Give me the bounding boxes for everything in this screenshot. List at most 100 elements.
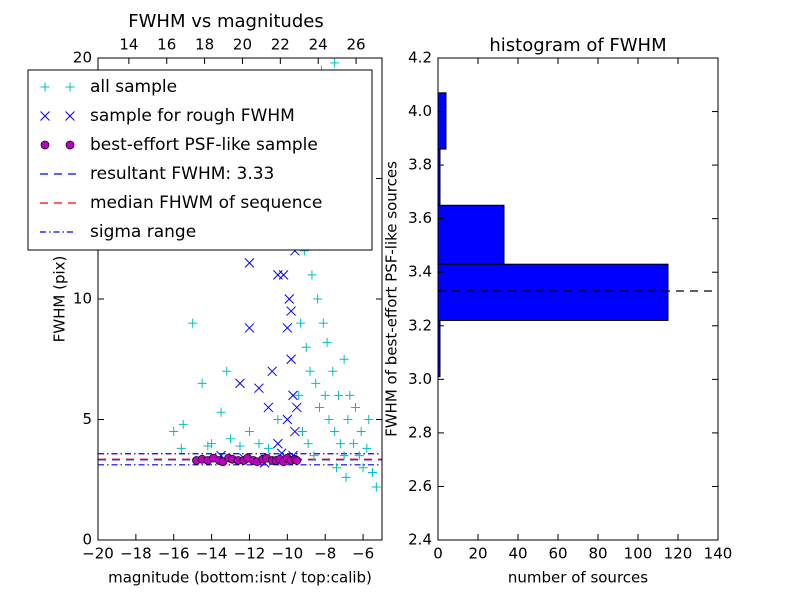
point — [303, 439, 313, 449]
x2-tick-label: 24 — [309, 36, 328, 54]
point — [335, 439, 345, 449]
point — [322, 337, 332, 347]
axes-frame — [437, 57, 719, 541]
y-tick-label: 2.8 — [408, 423, 432, 441]
point — [332, 463, 342, 473]
x-tick-label: 80 — [588, 545, 607, 563]
point — [244, 257, 255, 268]
point — [350, 402, 360, 412]
chart-title: FWHM vs magnitudes — [128, 11, 323, 32]
point — [345, 390, 355, 400]
point — [339, 451, 349, 461]
point — [203, 441, 213, 451]
legend-label: median FHWM of sequence — [90, 193, 322, 213]
data-layer — [438, 92, 669, 378]
point — [313, 294, 323, 304]
point — [328, 366, 338, 376]
point — [282, 414, 293, 425]
point — [330, 58, 340, 68]
x2-tick-label: 16 — [157, 36, 176, 54]
point — [333, 390, 343, 400]
point — [297, 427, 307, 437]
point — [273, 415, 283, 424]
y-tick-label: 3.0 — [408, 370, 432, 388]
y-tick-label: 10 — [73, 290, 92, 308]
legend-label: resultant FWHM: 3.33 — [90, 164, 274, 184]
bar — [438, 263, 669, 321]
point — [341, 472, 351, 482]
point — [286, 306, 296, 316]
point — [339, 354, 349, 364]
x2-tick-label: 18 — [195, 36, 214, 54]
point — [263, 443, 273, 453]
point — [273, 438, 283, 449]
point — [40, 111, 50, 121]
point — [254, 439, 264, 449]
legend: all sample sample for rough FWHM best-effo… — [27, 69, 373, 251]
bar — [438, 92, 447, 150]
legend-box — [27, 69, 373, 251]
x2-tick-label: 26 — [347, 36, 366, 54]
point — [356, 427, 366, 437]
point — [216, 407, 226, 417]
point — [288, 390, 298, 401]
point — [263, 402, 274, 413]
x-axis-label: number of sources — [508, 569, 648, 587]
point — [178, 419, 188, 429]
y-tick-label: 3.2 — [408, 316, 432, 334]
point — [40, 140, 50, 150]
point — [290, 426, 300, 437]
point — [235, 378, 245, 389]
point — [354, 451, 364, 461]
point — [294, 390, 304, 400]
point — [318, 318, 328, 328]
point — [40, 82, 50, 92]
point — [330, 427, 340, 437]
x-axis-label: magnitude (bottom:isnt / top:calib) — [108, 569, 372, 587]
x-tick-label: 120 — [664, 545, 693, 563]
point — [207, 439, 217, 449]
legend-label: best-effort PSF-like sample — [90, 135, 318, 155]
point — [343, 415, 353, 424]
y-tick-label: 5 — [82, 410, 92, 428]
x-tick-label: 0 — [433, 545, 443, 563]
x-tick-label: −6 — [352, 545, 374, 563]
point — [197, 378, 207, 388]
x-tick-label: −8 — [314, 545, 336, 563]
x-tick-label: 40 — [508, 545, 527, 563]
point — [349, 439, 359, 449]
point — [364, 415, 374, 424]
point — [169, 427, 179, 437]
y-tick-label: 3.8 — [408, 156, 432, 174]
point — [315, 402, 325, 412]
point — [368, 468, 378, 478]
point — [296, 318, 306, 328]
x-tick-label: 140 — [704, 545, 733, 563]
point — [65, 111, 75, 121]
point — [305, 366, 315, 376]
point — [65, 82, 75, 92]
y-tick-label: 0 — [82, 531, 92, 549]
point — [284, 294, 295, 304]
point — [254, 383, 264, 394]
point — [176, 443, 186, 453]
x-tick-label: −12 — [234, 545, 266, 563]
y-tick-label: 20 — [73, 49, 92, 67]
point — [65, 140, 75, 150]
point — [286, 354, 296, 365]
point — [307, 270, 317, 280]
x-tick-label: 100 — [624, 545, 653, 563]
point — [301, 342, 311, 352]
y-tick-label: 2.6 — [408, 477, 432, 495]
chart-title: histogram of FWHM — [489, 35, 666, 56]
x2-tick-label: 20 — [233, 36, 252, 54]
y-tick-label: 4.0 — [408, 102, 432, 120]
point — [222, 366, 232, 376]
y-tick-label: 3.4 — [408, 263, 432, 281]
point — [362, 443, 372, 453]
x-tick-label: 60 — [548, 545, 567, 563]
y-tick-label: 3.6 — [408, 209, 432, 227]
point — [244, 427, 254, 437]
point — [324, 415, 334, 424]
